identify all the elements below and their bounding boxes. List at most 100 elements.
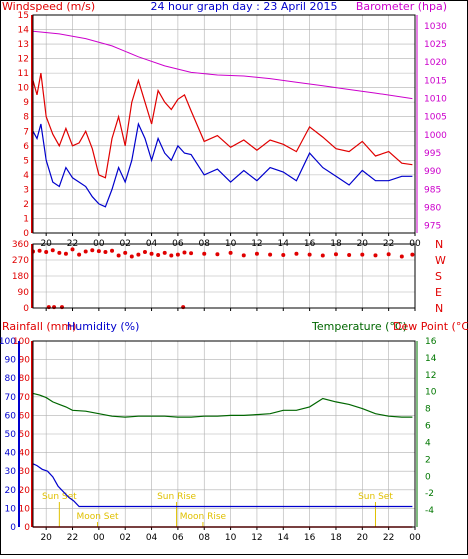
direction-tick-label: 270 [12,256,29,266]
humidity-tick-label: 100 [0,337,16,347]
direction-point [410,252,415,257]
x-tick-label: 16 [304,533,316,543]
direction-point [294,251,299,256]
direction-point [52,305,57,310]
windspeed-tick-label: 4 [23,171,29,181]
temperature-tick-label: 0 [425,472,431,482]
dewpoint-axis-title: Dew Point (°C) [393,320,468,333]
humidity-tick-label: 50 [5,430,17,440]
direction-point [181,305,186,310]
direction-point [347,253,352,258]
humidity-line [32,463,413,508]
compass-label: E [435,286,442,299]
direction-point [149,251,154,256]
direction-point [83,249,88,254]
windspeed-tick-label: 0 [23,229,29,239]
rainfall-tick-label: 60 [19,411,31,421]
direction-point [386,252,391,257]
direction-point [70,247,75,252]
barometer-tick-label: 1005 [424,113,447,123]
rainfall-tick-label: 0 [24,523,30,533]
direction-point [281,253,286,258]
barometer-tick-label: 1020 [424,58,447,68]
direction-point [175,252,180,257]
weather-panel-frame [32,340,416,528]
barometer-tick-label: 985 [424,185,441,195]
direction-point [110,248,115,253]
direction-point [360,252,365,257]
windspeed-tick-label: 11 [18,69,29,79]
temperature-tick-label: 12 [425,371,436,381]
direction-point [307,252,312,257]
x-tick-label: 18 [330,533,342,543]
direction-point [156,253,161,258]
direction-point [63,251,68,256]
barometer-tick-label: 990 [424,167,441,177]
event-label: Sun Rise [157,492,196,502]
direction-point [37,248,42,253]
rainfall-tick-label: 80 [19,374,31,384]
direction-tick-label: 360 [12,240,29,250]
x-tick-label: 20 [40,533,52,543]
direction-point [123,250,128,255]
direction-point [254,251,259,256]
temperature-tick-label: 10 [425,388,437,398]
direction-panel-frame [32,243,416,309]
direction-point [373,253,378,258]
humidity-tick-label: 10 [5,504,17,514]
direction-tick-label: 90 [18,288,30,298]
windspeed-tick-label: 7 [23,127,29,137]
temperature-tick-label: 6 [425,422,431,432]
direction-point [241,253,246,258]
barometer-axis-title: Barometer (hpa) [356,0,447,13]
humidity-tick-label: 20 [5,486,17,496]
humidity-tick-label: 90 [5,356,17,366]
event-label: Moon Set [76,512,119,522]
windspeed-tick-label: 6 [23,142,29,152]
windspeed-line [32,72,413,179]
windspeed-axis-title: Windspeed (m/s) [2,0,95,13]
humidity-tick-label: 40 [5,449,17,459]
barometer-tick-label: 1000 [424,131,447,141]
temperature-tick-label: 16 [425,337,437,347]
x-tick-label: 08 [199,533,211,543]
temperature-tick-label: 4 [425,438,431,448]
windspeed-tick-label: 9 [23,98,29,108]
windspeed-tick-label: 15 [18,11,29,21]
temperature-tick-label: 8 [425,405,431,415]
direction-point [59,305,64,310]
rainfall-tick-label: 30 [19,467,31,477]
direction-point [182,250,187,255]
rainfall-tick-label: 20 [19,486,31,496]
compass-label: N [435,302,443,315]
windspeed-tick-label: 2 [23,200,29,210]
barometer-tick-label: 995 [424,149,441,159]
direction-tick-label: 180 [12,272,29,282]
rainfall-tick-label: 70 [19,393,31,403]
windspeed-tick-label: 8 [23,113,29,123]
barometer-tick-label: 980 [424,204,441,214]
direction-point [162,250,167,255]
barometer-line [32,30,413,100]
x-tick-label: 14 [278,533,290,543]
barometer-tick-label: 975 [424,222,441,232]
direction-point [44,250,49,254]
windspeed-tick-label: 5 [23,156,29,166]
wind-panel-frame [32,14,416,234]
x-tick-label: 00 [409,533,421,543]
direction-point [333,252,338,257]
x-tick-label: 02 [119,533,130,543]
direction-point [96,249,101,254]
barometer-tick-label: 1010 [424,95,447,105]
direction-point [77,252,82,257]
gust-line [32,122,413,208]
windspeed-tick-label: 3 [23,185,29,195]
rainfall-tick-label: 10 [19,504,31,514]
direction-point [202,251,207,256]
direction-point [50,248,55,253]
rainfall-tick-label: 50 [19,430,31,440]
chart-layer: 1514131211109876543210103010251020101510… [0,11,447,543]
